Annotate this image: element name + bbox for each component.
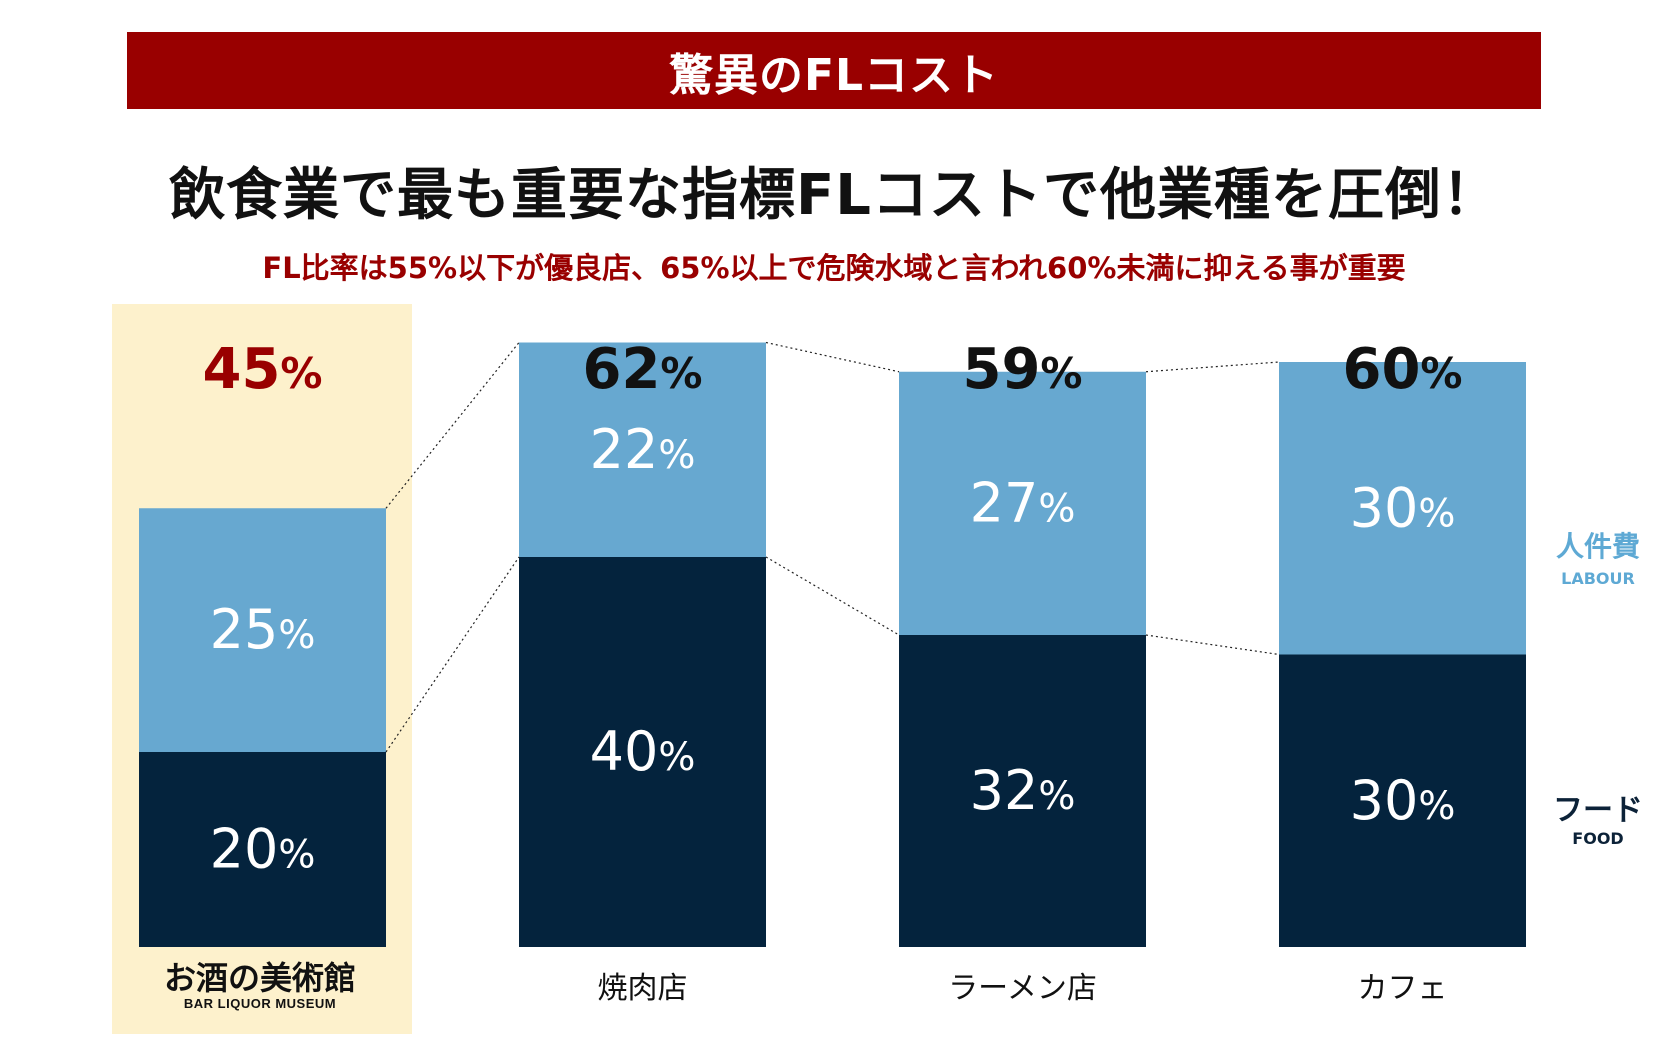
legend-labour-label-en: LABOUR — [1561, 569, 1635, 588]
data-label-labour-1: 22% — [590, 418, 696, 481]
bar-labour-3 — [1279, 362, 1526, 655]
legend-food-label: フード — [1553, 793, 1643, 828]
category-label-2: ラーメン店 — [948, 971, 1097, 1006]
bar-labour-0 — [139, 508, 386, 752]
connector-mid-1 — [765, 556, 900, 636]
total-label-2: 59% — [962, 337, 1082, 402]
total-label-3: 60% — [1342, 337, 1462, 402]
bar-food-1 — [519, 557, 766, 947]
data-label-food-3: 30% — [1350, 769, 1456, 832]
data-label-labour-0: 25% — [210, 598, 316, 661]
connector-top-0 — [385, 342, 520, 509]
bar-labour-1 — [519, 342, 766, 557]
logo-sub-text: BAR LIQUOR MUSEUM — [183, 996, 337, 1011]
connector-top-2 — [1145, 361, 1280, 373]
legend-labour-label: 人件費 — [1555, 530, 1640, 563]
bar-liquor-museum-logo: お酒の美術館 BAR LIQUOR MUSEUM — [140, 960, 380, 1011]
bar-food-3 — [1279, 654, 1526, 947]
total-label-0: 45% — [202, 337, 322, 402]
data-label-food-1: 40% — [590, 720, 696, 783]
category-label-1: 焼肉店 — [598, 971, 688, 1006]
connector-mid-2 — [1145, 634, 1280, 656]
logo-main-text: お酒の美術館 — [163, 959, 356, 997]
connector-top-1 — [765, 341, 900, 373]
data-label-labour-2: 27% — [970, 471, 1076, 534]
data-label-food-0: 20% — [210, 818, 316, 881]
bar-food-2 — [899, 635, 1146, 947]
data-label-food-2: 32% — [970, 759, 1076, 822]
headline: 飲食業で最も重要な指標FLコストで他業種を圧倒！ — [169, 163, 1499, 228]
bar-food-0 — [139, 752, 386, 947]
bar-labour-2 — [899, 371, 1146, 635]
total-label-1: 62% — [582, 337, 702, 402]
subheadline: FL比率は55%以下が優良店、65%以上で危険水域と言われ60%未満に抑える事が… — [262, 251, 1406, 285]
title-banner: 驚異のFLコスト — [127, 32, 1541, 109]
connector-mid-0 — [385, 556, 520, 753]
legend-food-label-en: FOOD — [1572, 829, 1624, 848]
category-label-3: カフェ — [1358, 971, 1448, 1006]
banner-title: 驚異のFLコスト — [668, 49, 1000, 101]
data-label-labour-3: 30% — [1350, 476, 1456, 539]
